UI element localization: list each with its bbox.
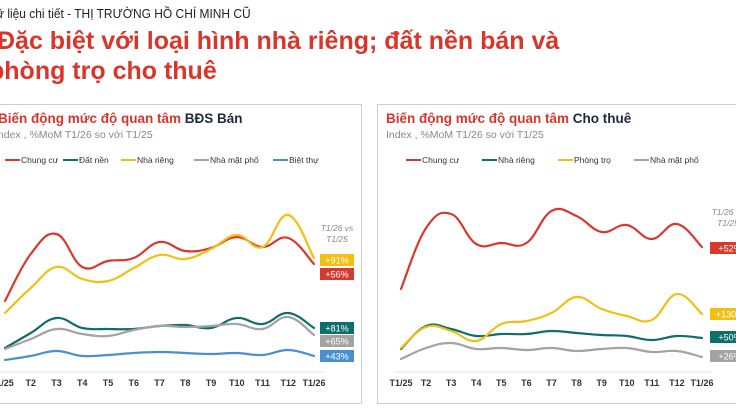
- series-line: [3, 348, 316, 362]
- change-badge-label: +52%: [718, 244, 736, 254]
- x-tick-label: T4: [471, 378, 482, 388]
- x-tick-label: T7: [154, 378, 165, 388]
- legend-label: Phòng trọ: [574, 155, 611, 165]
- x-tick-label: T5: [103, 378, 114, 388]
- change-badge-label: +50%: [718, 333, 736, 343]
- legend-label: Nhà mặt phố: [210, 155, 259, 165]
- series-line: [399, 341, 704, 361]
- x-tick-label: T9: [596, 378, 607, 388]
- change-badge-label: +130%: [716, 310, 736, 320]
- chart-title: Biến động mức độ quan tâm Cho thuê: [386, 111, 631, 126]
- change-badge: [320, 254, 354, 266]
- x-tick-label: T11: [644, 378, 659, 388]
- series-line: [399, 323, 704, 351]
- chart-title-prefix: Biến động mức độ quan tâm: [0, 111, 185, 126]
- x-tick-label: T1/26: [302, 378, 325, 388]
- x-tick-label: T3: [51, 378, 62, 388]
- x-tick-label: T5: [496, 378, 507, 388]
- chart-subtitle: Index , %MoM T1/26 so với T1/25: [386, 129, 544, 141]
- chart-subtitle: Index , %MoM T1/26 so với T1/25: [0, 129, 153, 141]
- legend-label: Nhà mặt phố: [650, 155, 699, 165]
- x-tick-label: T4: [77, 378, 88, 388]
- change-badge: [320, 322, 354, 334]
- legend-label: Biệt thự: [289, 155, 319, 165]
- change-badge: [320, 268, 354, 280]
- change-badge: [320, 350, 354, 362]
- chart-panel-rent: Biến động mức độ quan tâm Cho thuê Index…: [377, 104, 736, 404]
- change-badge-label: +81%: [325, 324, 348, 334]
- legend-label: Chung cư: [21, 155, 59, 165]
- x-tick-label: 1/25: [0, 378, 14, 388]
- x-tick-label: T8: [571, 378, 582, 388]
- x-tick-label: T12: [280, 378, 296, 388]
- x-tick-label: T1/26: [690, 378, 713, 388]
- comparison-label: T1/25: [326, 234, 348, 244]
- change-badge: [710, 331, 736, 343]
- x-tick-label: T2: [25, 378, 36, 388]
- x-tick-label: T10: [229, 378, 245, 388]
- legend-label: Nhà riêng: [137, 155, 174, 165]
- headline-line-1: Đặc biệt với loại hình nhà riêng; đất nề…: [0, 27, 560, 55]
- x-tick-label: T8: [180, 378, 191, 388]
- x-tick-label: T1/25: [389, 378, 412, 388]
- x-tick-label: T7: [546, 378, 557, 388]
- change-badge-label: +43%: [325, 352, 348, 362]
- comparison-label: T1/25: [717, 218, 736, 228]
- legend-label: Chung cư: [422, 155, 460, 165]
- change-badge-label: +65%: [325, 337, 348, 347]
- change-badge-label: +26%: [718, 352, 736, 362]
- change-badge: [320, 335, 354, 347]
- series-line: [3, 213, 316, 315]
- x-tick-label: T2: [421, 378, 432, 388]
- x-tick-label: T6: [521, 378, 532, 388]
- line-chart-rent: T1/25 T2 T3 T4 T5 T6 T7 T8 T9 T10 T11 T12 T1/26 Chung…: [389, 155, 736, 388]
- x-tick-label: T9: [206, 378, 217, 388]
- headline: Đặc biệt với loại hình nhà riêng; đất nề…: [0, 26, 559, 86]
- x-tick-label: T12: [669, 378, 685, 388]
- chart-title-highlight: Cho thuê: [572, 111, 632, 126]
- chart-title-prefix: Biến động mức độ quan tâm: [386, 111, 573, 126]
- change-badge: [710, 350, 736, 362]
- legend-label: Đất nền: [79, 155, 109, 165]
- chart-panel-sale: Biến động mức độ quan tâm BĐS Bán Index …: [0, 104, 362, 404]
- line-chart-sale: 1/25 T2 T3 T4 T5 T6 T7 T8 T9 T10 T11 T12 T1/26 Chung …: [0, 155, 354, 388]
- legend-label: Nhà riêng: [498, 155, 535, 165]
- series-line: [399, 207, 704, 291]
- x-tick-label: T6: [128, 378, 139, 388]
- x-tick-label: T11: [255, 378, 270, 388]
- x-tick-label: T3: [446, 378, 457, 388]
- x-tick-label: T10: [619, 378, 635, 388]
- change-badge-label: +91%: [325, 256, 348, 266]
- change-badge: [710, 242, 736, 254]
- comparison-label: T1/26 vs: [321, 223, 354, 233]
- comparison-label: T1/26 vs: [712, 207, 736, 217]
- chart-title-highlight: BĐS Bán: [184, 111, 243, 126]
- change-badge: [710, 308, 736, 320]
- change-badge-label: +56%: [325, 270, 348, 280]
- headline-line-2: phòng trọ cho thuê: [0, 57, 217, 85]
- chart-title: Biến động mức độ quan tâm BĐS Bán: [0, 111, 243, 126]
- section-kicker: ữ liệu chi tiết - THỊ TRƯỜNG HỒ CHÍ MINH…: [0, 6, 251, 21]
